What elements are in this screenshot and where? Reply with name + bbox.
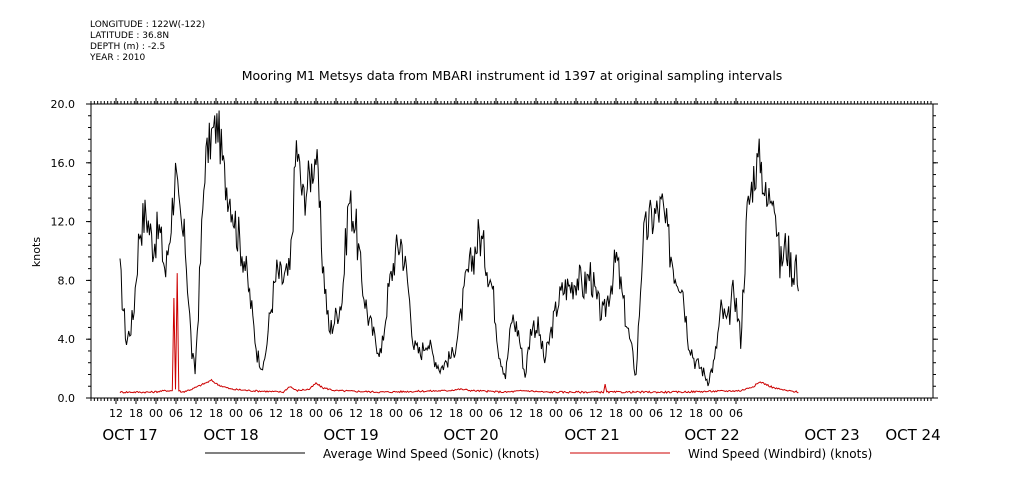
- depth-label: DEPTH (m) : -2.5: [90, 42, 166, 52]
- x-tick-label: 00: [629, 407, 643, 420]
- x-tick-label: 00: [309, 407, 323, 420]
- x-tick-label: 18: [129, 407, 143, 420]
- y-tick-label: 20.0: [51, 98, 76, 111]
- x-tick-label: 12: [349, 407, 363, 420]
- x-tick-label: 06: [569, 407, 583, 420]
- x-day-label: OCT 21: [564, 426, 619, 444]
- x-tick-label: 06: [729, 407, 743, 420]
- latitude-label: LATITUDE : 36.8N: [90, 31, 170, 41]
- x-tick-label: 06: [489, 407, 503, 420]
- x-tick-label: 12: [589, 407, 603, 420]
- longitude-label: LONGITUDE : 122W(-122): [90, 20, 206, 30]
- x-tick-label: 18: [289, 407, 303, 420]
- x-tick-label: 00: [229, 407, 243, 420]
- x-tick-label: 06: [329, 407, 343, 420]
- y-axis: 0.0 4.0 8.0 12.0 16.0 20.0: [51, 98, 938, 405]
- x-tick-label: 12: [269, 407, 283, 420]
- x-day-label: OCT 19: [323, 426, 378, 444]
- x-tick-label: 18: [689, 407, 703, 420]
- x-tick-label: 06: [249, 407, 263, 420]
- y-axis-label: knots: [30, 237, 43, 267]
- y-tick-label: 8.0: [58, 274, 76, 287]
- y-tick-label: 12.0: [51, 216, 76, 229]
- y-tick-label: 16.0: [51, 157, 76, 170]
- x-tick-label: 18: [609, 407, 623, 420]
- legend-label-sonic: Average Wind Speed (Sonic) (knots): [323, 447, 539, 461]
- series-line-sonic: [119, 110, 799, 387]
- x-tick-label: 12: [509, 407, 523, 420]
- legend: Average Wind Speed (Sonic) (knots) Wind S…: [205, 447, 872, 461]
- series-layer: [119, 110, 799, 394]
- chart-title: Mooring M1 Metsys data from MBARI instru…: [242, 68, 783, 83]
- x-tick-label: 12: [669, 407, 683, 420]
- series-line-windbird: [119, 273, 799, 394]
- y-tick-label: 0.0: [58, 392, 76, 405]
- x-tick-label: 06: [409, 407, 423, 420]
- x-tick-label: 12: [189, 407, 203, 420]
- x-day-label: OCT 22: [684, 426, 739, 444]
- x-tick-label: 00: [149, 407, 163, 420]
- legend-label-windbird: Wind Speed (Windbird) (knots): [688, 447, 872, 461]
- x-day-label: OCT 24: [885, 426, 940, 444]
- x-tick-label: 18: [369, 407, 383, 420]
- metadata-header: LONGITUDE : 122W(-122) LATITUDE : 36.8N …: [90, 20, 205, 64]
- x-tick-label: 00: [469, 407, 483, 420]
- x-tick-label: 12: [109, 407, 123, 420]
- x-tick-label: 06: [169, 407, 183, 420]
- x-axis: 12 18 00 06 12 18 00 06 12 18 00 06 12 18 00 06 12 18 00 06…: [90, 98, 941, 444]
- x-day-label: OCT 17: [102, 426, 157, 444]
- x-tick-label: 06: [649, 407, 663, 420]
- plot-frame: [90, 103, 934, 399]
- x-tick-label: 00: [709, 407, 723, 420]
- y-tick-label: 4.0: [58, 333, 76, 346]
- year-label: YEAR : 2010: [90, 53, 146, 63]
- x-tick-label: 00: [389, 407, 403, 420]
- x-tick-label: 18: [209, 407, 223, 420]
- x-day-label: OCT 20: [443, 426, 498, 444]
- x-tick-label: 00: [549, 407, 563, 420]
- x-tick-label: 18: [529, 407, 543, 420]
- x-tick-label: 18: [449, 407, 463, 420]
- x-day-label: OCT 23: [804, 426, 859, 444]
- x-tick-label: 12: [429, 407, 443, 420]
- x-day-label: OCT 18: [203, 426, 258, 444]
